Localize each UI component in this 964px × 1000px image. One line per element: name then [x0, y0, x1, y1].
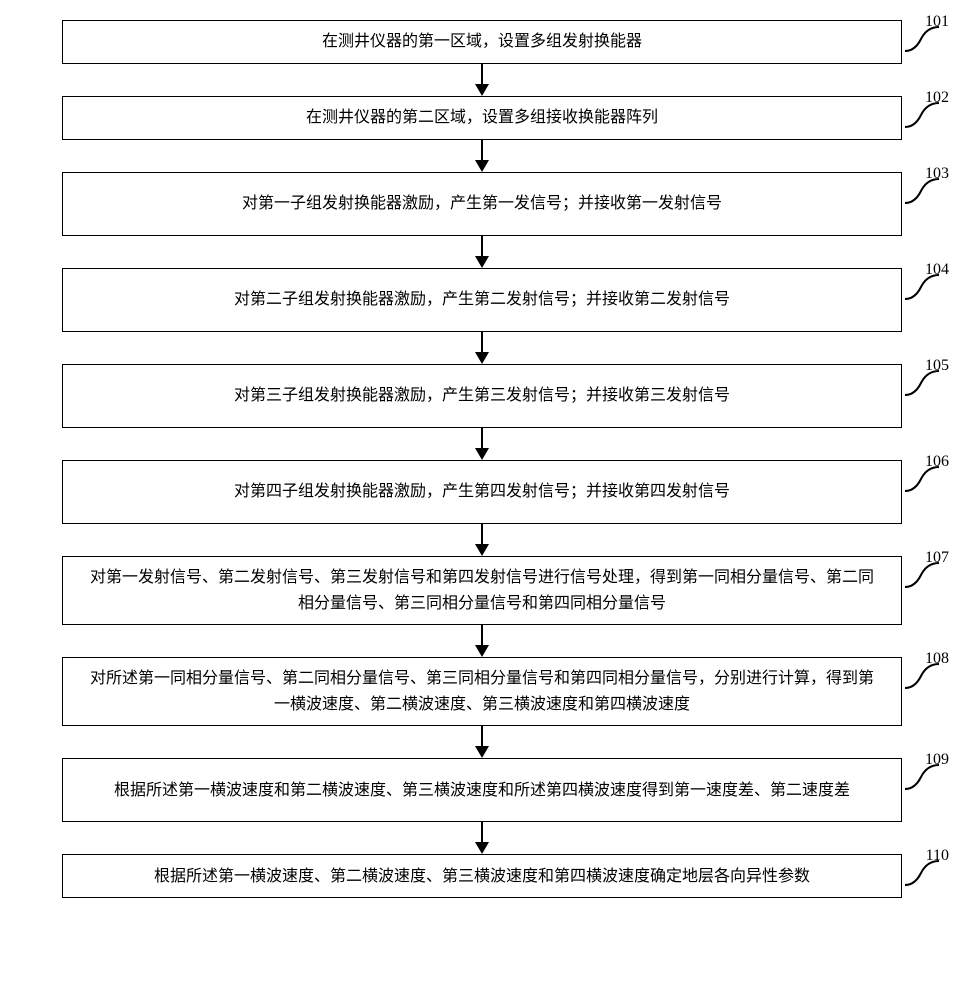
arrow-line — [481, 236, 483, 256]
step-text: 在测井仪器的第一区域，设置多组发射换能器 — [322, 29, 642, 55]
step-wrapper: 对第四子组发射换能器激励，产生第四发射信号；并接收第四发射信号106 — [40, 460, 924, 556]
step-label: 101 — [925, 13, 949, 31]
step-box-109: 根据所述第一横波速度和第二横波速度、第三横波速度和所述第四横波速度得到第一速度差… — [62, 758, 902, 822]
step-box-104: 对第二子组发射换能器激励，产生第二发射信号；并接收第二发射信号104 — [62, 268, 902, 332]
step-box-102: 在测井仪器的第二区域，设置多组接收换能器阵列102 — [62, 96, 902, 140]
step-box-105: 对第三子组发射换能器激励，产生第三发射信号；并接收第三发射信号105 — [62, 364, 902, 428]
step-text: 根据所述第一横波速度和第二横波速度、第三横波速度和所述第四横波速度得到第一速度差… — [114, 778, 850, 804]
arrow-line — [481, 428, 483, 448]
step-wrapper: 在测井仪器的第二区域，设置多组接收换能器阵列102 — [40, 96, 924, 172]
arrow-head — [475, 84, 489, 96]
step-wrapper: 对所述第一同相分量信号、第二同相分量信号、第三同相分量信号和第四同相分量信号，分… — [40, 657, 924, 758]
step-label: 104 — [925, 261, 949, 279]
step-wrapper: 对第三子组发射换能器激励，产生第三发射信号；并接收第三发射信号105 — [40, 364, 924, 460]
step-text: 根据所述第一横波速度、第二横波速度、第三横波速度和第四横波速度确定地层各向异性参… — [154, 864, 810, 890]
arrow-line — [481, 332, 483, 352]
arrow-head — [475, 544, 489, 556]
arrow-down-icon — [475, 625, 489, 657]
step-wrapper: 根据所述第一横波速度、第二横波速度、第三横波速度和第四横波速度确定地层各向异性参… — [40, 854, 924, 898]
step-text: 对第四子组发射换能器激励，产生第四发射信号；并接收第四发射信号 — [234, 479, 730, 505]
step-text: 对所述第一同相分量信号、第二同相分量信号、第三同相分量信号和第四同相分量信号，分… — [83, 666, 881, 717]
step-box-110: 根据所述第一横波速度、第二横波速度、第三横波速度和第四横波速度确定地层各向异性参… — [62, 854, 902, 898]
arrow-head — [475, 746, 489, 758]
arrow-line — [481, 64, 483, 84]
step-label: 105 — [925, 357, 949, 375]
step-label: 109 — [925, 751, 949, 769]
step-text: 对第一发射信号、第二发射信号、第三发射信号和第四发射信号进行信号处理，得到第一同… — [83, 565, 881, 616]
step-text: 对第三子组发射换能器激励，产生第三发射信号；并接收第三发射信号 — [234, 383, 730, 409]
arrow-down-icon — [475, 428, 489, 460]
step-wrapper: 对第一发射信号、第二发射信号、第三发射信号和第四发射信号进行信号处理，得到第一同… — [40, 556, 924, 657]
step-label: 102 — [925, 89, 949, 107]
arrow-line — [481, 822, 483, 842]
step-box-101: 在测井仪器的第一区域，设置多组发射换能器101 — [62, 20, 902, 64]
arrow-head — [475, 448, 489, 460]
arrow-line — [481, 140, 483, 160]
arrow-head — [475, 352, 489, 364]
step-box-107: 对第一发射信号、第二发射信号、第三发射信号和第四发射信号进行信号处理，得到第一同… — [62, 556, 902, 625]
step-text: 对第二子组发射换能器激励，产生第二发射信号；并接收第二发射信号 — [234, 287, 730, 313]
flowchart-container: 在测井仪器的第一区域，设置多组发射换能器101 在测井仪器的第二区域，设置多组接收… — [40, 20, 924, 898]
arrow-line — [481, 524, 483, 544]
step-box-106: 对第四子组发射换能器激励，产生第四发射信号；并接收第四发射信号106 — [62, 460, 902, 524]
arrow-down-icon — [475, 726, 489, 758]
step-label: 103 — [925, 165, 949, 183]
step-wrapper: 对第一子组发射换能器激励，产生第一发信号；并接收第一发射信号103 — [40, 172, 924, 268]
step-wrapper: 根据所述第一横波速度和第二横波速度、第三横波速度和所述第四横波速度得到第一速度差… — [40, 758, 924, 854]
arrow-down-icon — [475, 822, 489, 854]
arrow-down-icon — [475, 64, 489, 96]
arrow-down-icon — [475, 524, 489, 556]
arrow-line — [481, 625, 483, 645]
arrow-head — [475, 842, 489, 854]
step-text: 在测井仪器的第二区域，设置多组接收换能器阵列 — [306, 105, 658, 131]
step-text: 对第一子组发射换能器激励，产生第一发信号；并接收第一发射信号 — [242, 191, 722, 217]
step-wrapper: 对第二子组发射换能器激励，产生第二发射信号；并接收第二发射信号104 — [40, 268, 924, 364]
step-wrapper: 在测井仪器的第一区域，设置多组发射换能器101 — [40, 20, 924, 96]
arrow-head — [475, 256, 489, 268]
arrow-down-icon — [475, 236, 489, 268]
arrow-line — [481, 726, 483, 746]
arrow-head — [475, 160, 489, 172]
step-label: 108 — [925, 650, 949, 668]
step-box-103: 对第一子组发射换能器激励，产生第一发信号；并接收第一发射信号103 — [62, 172, 902, 236]
step-label: 107 — [925, 549, 949, 567]
arrow-down-icon — [475, 332, 489, 364]
arrow-head — [475, 645, 489, 657]
step-box-108: 对所述第一同相分量信号、第二同相分量信号、第三同相分量信号和第四同相分量信号，分… — [62, 657, 902, 726]
step-label: 106 — [925, 453, 949, 471]
step-label: 110 — [926, 847, 949, 865]
arrow-down-icon — [475, 140, 489, 172]
